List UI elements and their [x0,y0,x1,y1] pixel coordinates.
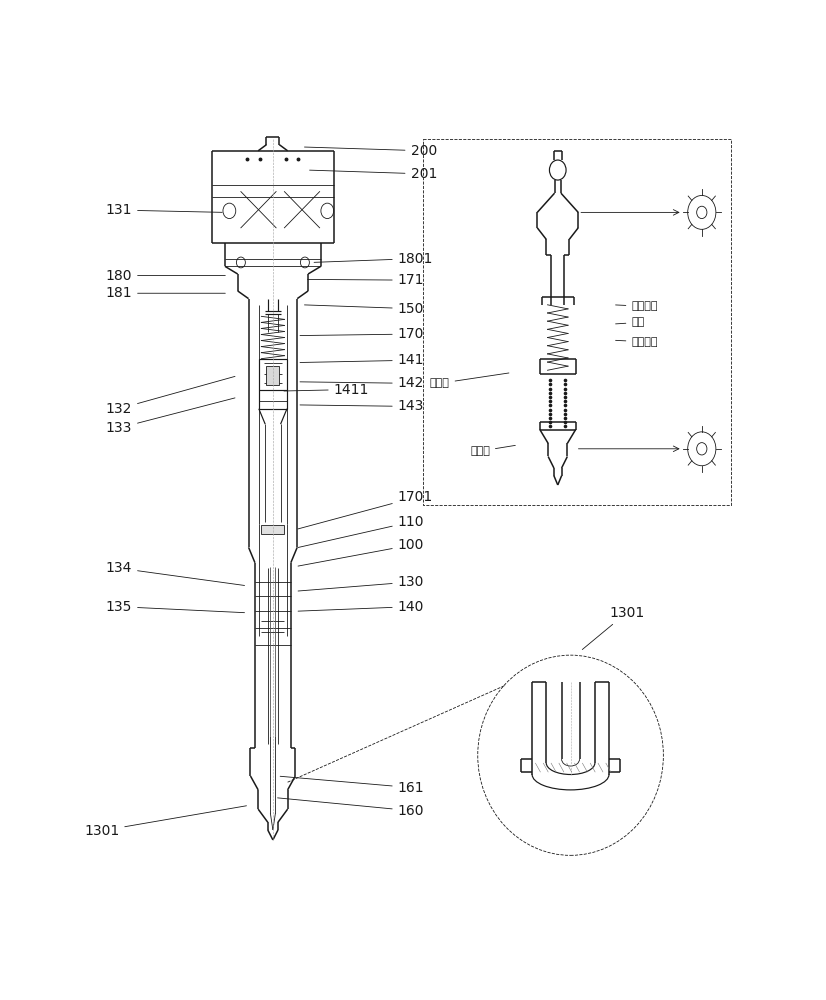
Text: 中央孔: 中央孔 [430,373,509,388]
Text: 143: 143 [300,399,424,413]
Text: 132: 132 [106,376,235,416]
Text: 110: 110 [298,515,425,548]
Text: 1801: 1801 [314,252,433,266]
Text: 上端主轴: 上端主轴 [615,301,657,311]
Text: 150: 150 [305,302,424,316]
Bar [261,525,284,534]
Text: 140: 140 [298,600,424,614]
Text: 200: 200 [305,144,437,158]
Text: 141: 141 [300,353,425,367]
Text: 142: 142 [300,376,424,390]
Text: 170: 170 [300,327,424,341]
Text: 131: 131 [106,203,222,217]
Text: 弹簧: 弹簧 [615,318,644,328]
Text: 1301: 1301 [582,606,644,650]
Text: 130: 130 [298,575,424,591]
Text: 止回阀: 止回阀 [470,445,515,456]
Text: 133: 133 [106,398,235,435]
Text: 180: 180 [106,269,225,283]
Text: 160: 160 [278,798,425,818]
Text: 181: 181 [106,286,225,300]
Text: 201: 201 [310,167,437,181]
Text: 171: 171 [307,273,425,287]
Text: 1701: 1701 [298,490,433,529]
Text: 1411: 1411 [284,382,369,396]
Text: 1301: 1301 [84,806,246,838]
Text: 161: 161 [280,776,425,795]
Text: 下端主轴: 下端主轴 [615,337,657,347]
Bar [267,366,279,385]
Text: 134: 134 [106,561,244,585]
Text: 100: 100 [298,538,424,566]
Text: 135: 135 [106,600,244,614]
